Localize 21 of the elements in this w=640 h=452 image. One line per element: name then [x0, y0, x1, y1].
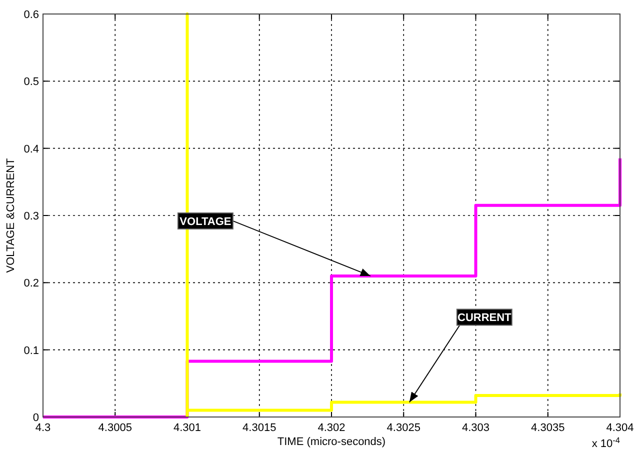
x-tick-label: 4.3025 [386, 422, 420, 434]
x-tick-label: 4.3 [35, 422, 51, 434]
y-tick-label: 0.5 [24, 76, 39, 88]
y-axis-title: VOLTAGE &CURRENT [5, 158, 17, 273]
x-tick-label: 4.301 [173, 422, 202, 434]
x-tick-label: 4.302 [318, 422, 346, 434]
x-tick-label: 4.3015 [242, 422, 276, 434]
x-tick-label: 4.303 [462, 422, 490, 434]
text: x 10$^{-4}$ [592, 436, 620, 450]
x-tick-label: 4.3005 [98, 422, 132, 434]
annotation: CURRENT [458, 312, 512, 324]
y-tick-label: 0.4 [24, 143, 39, 156]
x-axis-title: TIME (micro-seconds) [277, 436, 386, 448]
y-tick-label: 0.1 [24, 344, 39, 357]
x-tick-label: 4.3035 [531, 422, 565, 434]
y-tick-label: 0 [32, 412, 39, 424]
y-tick-label: 0.6 [24, 9, 39, 21]
x-tick-label: 4.304 [606, 422, 634, 434]
y-tick-label: 0.2 [24, 278, 39, 290]
annotation: VOLTAGE [180, 216, 232, 228]
y-tick-label: 0.3 [24, 210, 39, 222]
